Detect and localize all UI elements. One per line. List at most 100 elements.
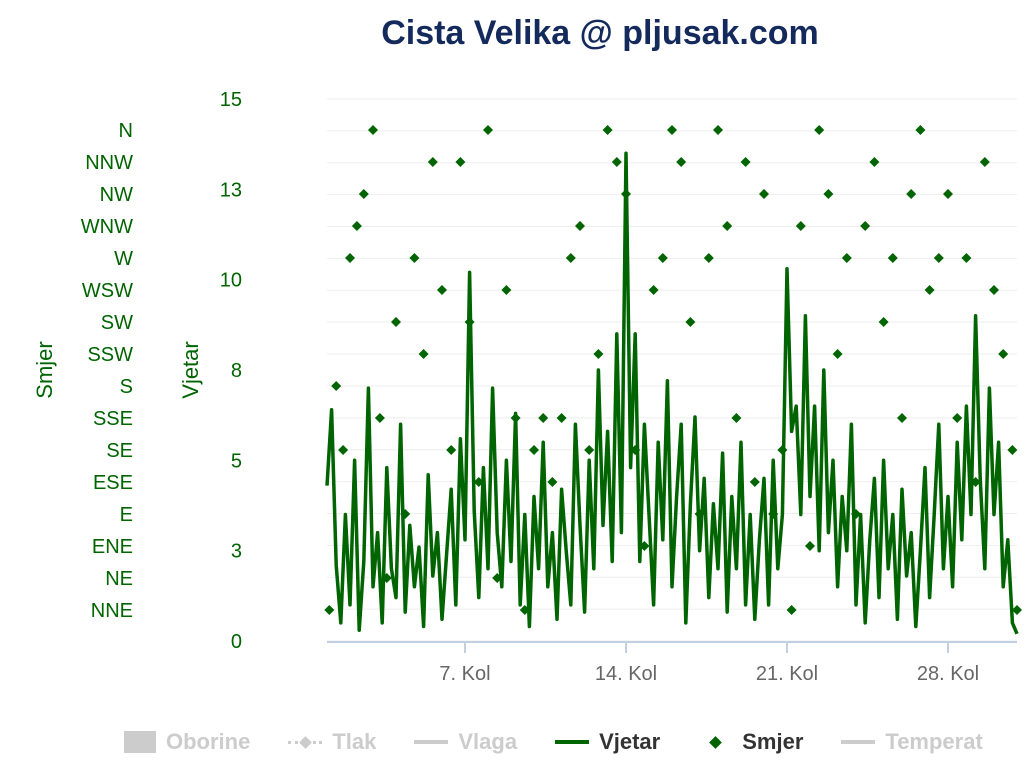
direction-point	[547, 477, 558, 487]
direction-point	[667, 125, 677, 135]
legend-label: Vlaga	[458, 729, 518, 754]
direction-point	[952, 413, 963, 423]
direction-point	[943, 189, 953, 199]
direction-point	[759, 189, 769, 199]
direction-point	[731, 413, 742, 423]
direction-point	[455, 157, 466, 167]
direction-label: SSW	[87, 344, 133, 366]
direction-label: SW	[101, 312, 133, 334]
direction-point	[611, 157, 622, 167]
direction-point	[538, 413, 549, 423]
direction-label: ESE	[93, 472, 133, 494]
direction-label: NNE	[91, 600, 133, 622]
direction-point	[749, 477, 760, 487]
direction-point	[897, 413, 907, 423]
direction-point	[961, 253, 972, 263]
chart-title: Cista Velika @ pljusak.com	[381, 14, 819, 52]
legend-item-oborine[interactable]: Oborine	[124, 729, 250, 755]
x-tick-label: 14. Kol	[595, 663, 657, 685]
direction-point	[483, 125, 493, 135]
legend-item-temperat[interactable]: Temperat	[841, 729, 983, 755]
direction-label: ENE	[92, 536, 133, 558]
y-axis-title: Vjetar	[178, 341, 203, 398]
direction-point	[933, 253, 944, 263]
x-tick-label: 21. Kol	[756, 663, 818, 685]
direction-point	[722, 221, 733, 231]
direction-point	[345, 253, 355, 263]
direction-point	[584, 445, 595, 455]
y-tick-label: 8	[231, 360, 242, 382]
direction-point	[979, 157, 990, 167]
y-tick-label: 0	[231, 631, 242, 653]
legend-item-tlak[interactable]: Tlak	[288, 729, 376, 755]
direction-label: WSW	[82, 280, 133, 302]
direction-point	[915, 125, 926, 135]
direction-point	[556, 413, 567, 423]
direction-label: NE	[105, 568, 133, 590]
direction-point	[823, 189, 834, 199]
direction-point	[869, 157, 880, 167]
direction-point	[501, 285, 512, 295]
y-tick-label: 13	[220, 179, 242, 201]
direction-point	[446, 445, 457, 455]
y-tick-label: 15	[220, 89, 242, 111]
legend: Oborine Tlak Vlaga Vjetar Smjer Temperat	[124, 726, 1021, 758]
legend-item-smjer[interactable]: Smjer	[698, 729, 803, 755]
legend-symbol	[288, 735, 323, 749]
direction-point	[565, 253, 576, 263]
legend-item-vlaga[interactable]: Vlaga	[414, 729, 517, 755]
direction-point	[924, 285, 935, 295]
direction-point	[1007, 445, 1018, 455]
direction-point	[703, 253, 714, 263]
direction-point	[324, 605, 335, 615]
wind-series-line	[325, 151, 1019, 635]
direction-point	[437, 285, 447, 295]
direction-label: S	[120, 376, 133, 398]
legend-symbol	[698, 735, 732, 749]
plot-area	[324, 125, 1022, 635]
direction-point	[878, 317, 889, 327]
direction-point	[351, 221, 362, 231]
x-tick-label: 28. Kol	[917, 663, 979, 685]
legend-label: Oborine	[166, 729, 251, 754]
direction-point	[575, 221, 585, 231]
direction-point	[841, 253, 852, 263]
legend-label: Vjetar	[599, 729, 661, 754]
direction-point	[368, 125, 378, 135]
direction-point	[593, 349, 604, 359]
direction-label: NNW	[85, 152, 133, 174]
direction-point	[998, 349, 1009, 359]
direction-point	[860, 221, 871, 231]
direction-point	[676, 157, 687, 167]
direction-point	[418, 349, 429, 359]
direction-label: W	[114, 248, 133, 270]
direction-point	[887, 253, 898, 263]
x-axis: 7. Kol 14. Kol 21. Kol 28. Kol	[327, 641, 1017, 685]
direction-point	[391, 317, 401, 327]
direction-label: SE	[106, 440, 133, 462]
direction-point	[1012, 605, 1022, 615]
direction-point	[713, 125, 723, 135]
direction-point	[805, 541, 815, 551]
direction-point	[832, 349, 843, 359]
direction-point	[685, 317, 696, 327]
direction-point	[338, 445, 349, 455]
direction-point	[409, 253, 420, 263]
direction-point	[602, 125, 613, 135]
direction-point	[906, 189, 917, 199]
direction-point	[358, 189, 369, 199]
direction-point	[786, 605, 797, 615]
legend-item-vjetar[interactable]: Vjetar	[555, 729, 660, 755]
direction-point	[989, 285, 999, 295]
direction-point	[529, 445, 539, 455]
x-tick-label: 7. Kol	[439, 663, 490, 685]
direction-point	[331, 381, 342, 391]
direction-point	[740, 157, 751, 167]
legend-symbol	[841, 740, 876, 744]
direction-label: N	[119, 120, 133, 142]
y-tick-label: 3	[231, 541, 242, 563]
direction-point	[795, 221, 806, 231]
legend-symbol	[414, 740, 449, 744]
direction-label: SSE	[93, 408, 133, 430]
